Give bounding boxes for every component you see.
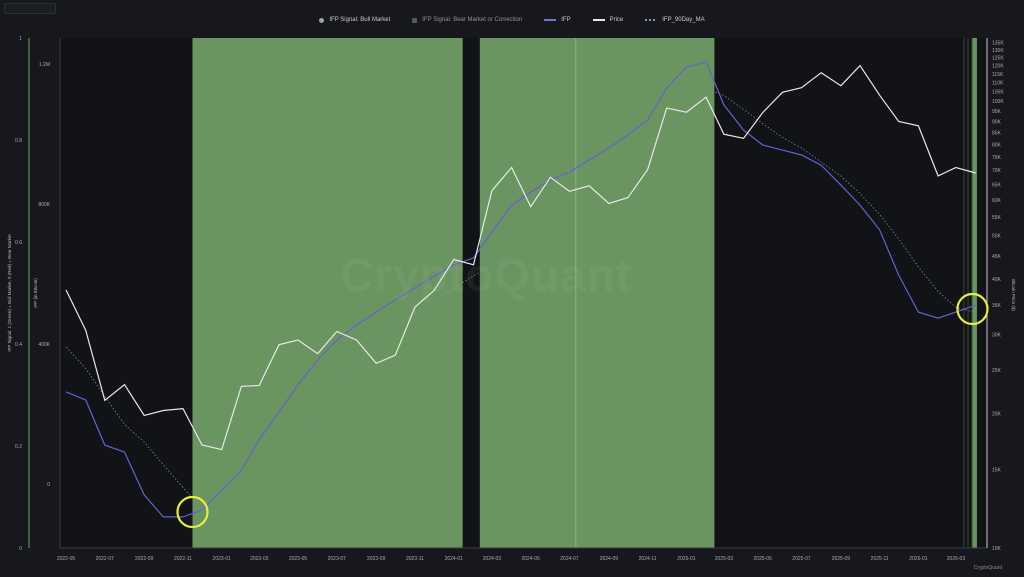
ifp-tick-label: 0 [47,482,50,488]
price-tick-label: 70K [992,168,1002,174]
legend-label: Price [609,17,624,23]
legend-label: IFP Signal: Bull Market [329,17,391,23]
x-tick-label: 2025-07 [792,556,811,562]
ifp-axis-title: IFP (in Bitcoin) [33,278,38,308]
price-axis-title: Bitcoin Price ($) [1011,279,1016,311]
legend-item-bull[interactable]: IFP Signal: Bull Market [319,17,390,23]
price-tick-label: 125K [992,56,1004,62]
ma-line [65,87,976,515]
chart-title-box [4,3,56,14]
x-tick-label: 2025-09 [832,556,851,562]
legend-item-bear[interactable]: IFP Signal: Bear Market or Correction [412,17,522,23]
watermark: CryptoQuant [340,249,633,301]
price-tick-label: 105K [992,90,1004,96]
x-tick-label: 2025-05 [754,556,773,562]
legend-item-price[interactable]: Price [592,17,624,23]
signal-tick-label: 0.4 [15,342,22,348]
price-tick-label: 55K [992,215,1002,221]
legend-label: IFP Signal: Bear Market or Correction [422,17,523,23]
ifp-swatch-icon [544,19,557,21]
price-tick-label: 35K [992,303,1002,309]
x-tick-label: 2026-01 [909,556,928,562]
annotation-circle [956,292,989,326]
price-line [65,64,976,451]
price-tick-label: 20K [992,411,1002,417]
x-tick-label: 2022-11 [174,556,192,562]
x-tick-label: 2024-01 [445,556,464,562]
bull-zone [479,38,715,548]
signal-tick-label: 0.8 [15,138,22,144]
x-tick-label: 2023-01 [213,556,232,562]
price-tick-label: 25K [992,368,1002,374]
credit-label: CryptoQuant [973,565,1002,571]
price-tick-label: 120K [992,64,1004,70]
price-tick-label: 30K [992,333,1002,339]
price-tick-label: 80K [992,142,1002,148]
x-tick-label: 2024-07 [560,556,579,562]
legend-label: IFP [561,17,571,23]
legend: IFP Signal: Bull Market IFP Signal: Bear… [0,17,1024,23]
x-tick-label: 2023-07 [328,556,347,562]
x-tick-label: 2022-09 [135,556,154,562]
x-tick-label: 2023-05 [289,556,308,562]
ifp-tick-label: 400K [38,342,50,348]
price-tick-label: 110K [992,80,1004,86]
x-tick-label: 2025-11 [871,556,889,562]
x-tick-label: 2026-03 [947,556,966,562]
bear-swatch-icon [412,17,418,23]
price-tick-label: 100K [992,99,1004,105]
bull-swatch-icon [319,17,325,23]
ifp-tick-label: 1.2M [39,62,50,68]
bull-zone [192,38,463,548]
legend-item-ma[interactable]: IFP_90Day_MA [645,17,705,23]
ifp-tick-label: 800K [38,202,50,208]
signal-tick-label: 0.6 [15,240,22,246]
price-tick-label: 90K [992,119,1002,125]
price-tick-label: 10K [992,546,1002,552]
price-tick-label: 40K [992,277,1002,283]
x-tick-label: 2022-07 [96,556,115,562]
x-tick-label: 2024-09 [600,556,619,562]
signal-tick-label: 0 [19,546,22,552]
price-swatch-icon [592,19,605,21]
price-tick-label: 60K [992,198,1002,204]
ifp-line [65,61,976,518]
price-tick-label: 15K [992,467,1002,473]
annotation-circle [176,495,209,529]
x-tick-label: 2023-03 [250,556,269,562]
x-tick-label: 2022-05 [57,556,76,562]
legend-item-ifp[interactable]: IFP [544,17,571,23]
x-tick-label: 2023-09 [367,556,386,562]
x-tick-label: 2024-05 [522,556,541,562]
price-tick-label: 85K [992,131,1002,137]
ma-swatch-icon [645,19,658,21]
price-tick-label: 45K [992,254,1002,260]
x-tick-label: 2025-01 [677,556,696,562]
price-tick-label: 50K [992,234,1002,240]
price-tick-label: 75K [992,155,1002,161]
signal-tick-label: 1 [19,36,22,42]
bull-zone [972,38,977,548]
legend-label: IFP_90Day_MA [662,17,705,23]
x-tick-label: 2023-11 [406,556,424,562]
x-tick-label: 2024-11 [639,556,657,562]
price-tick-label: 115K [992,72,1004,78]
x-tick-label: 2025-03 [715,556,734,562]
signal-axis-title: IFP Signal: 1 (Green) = Bull Market, 0 (… [7,234,12,352]
price-tick-label: 95K [992,109,1002,115]
price-tick-label: 65K [992,183,1002,189]
signal-tick-label: 0.2 [15,444,22,450]
x-tick-label: 2024-03 [483,556,502,562]
price-tick-label: 130K [992,48,1004,54]
price-tick-label: 135K [992,41,1004,47]
